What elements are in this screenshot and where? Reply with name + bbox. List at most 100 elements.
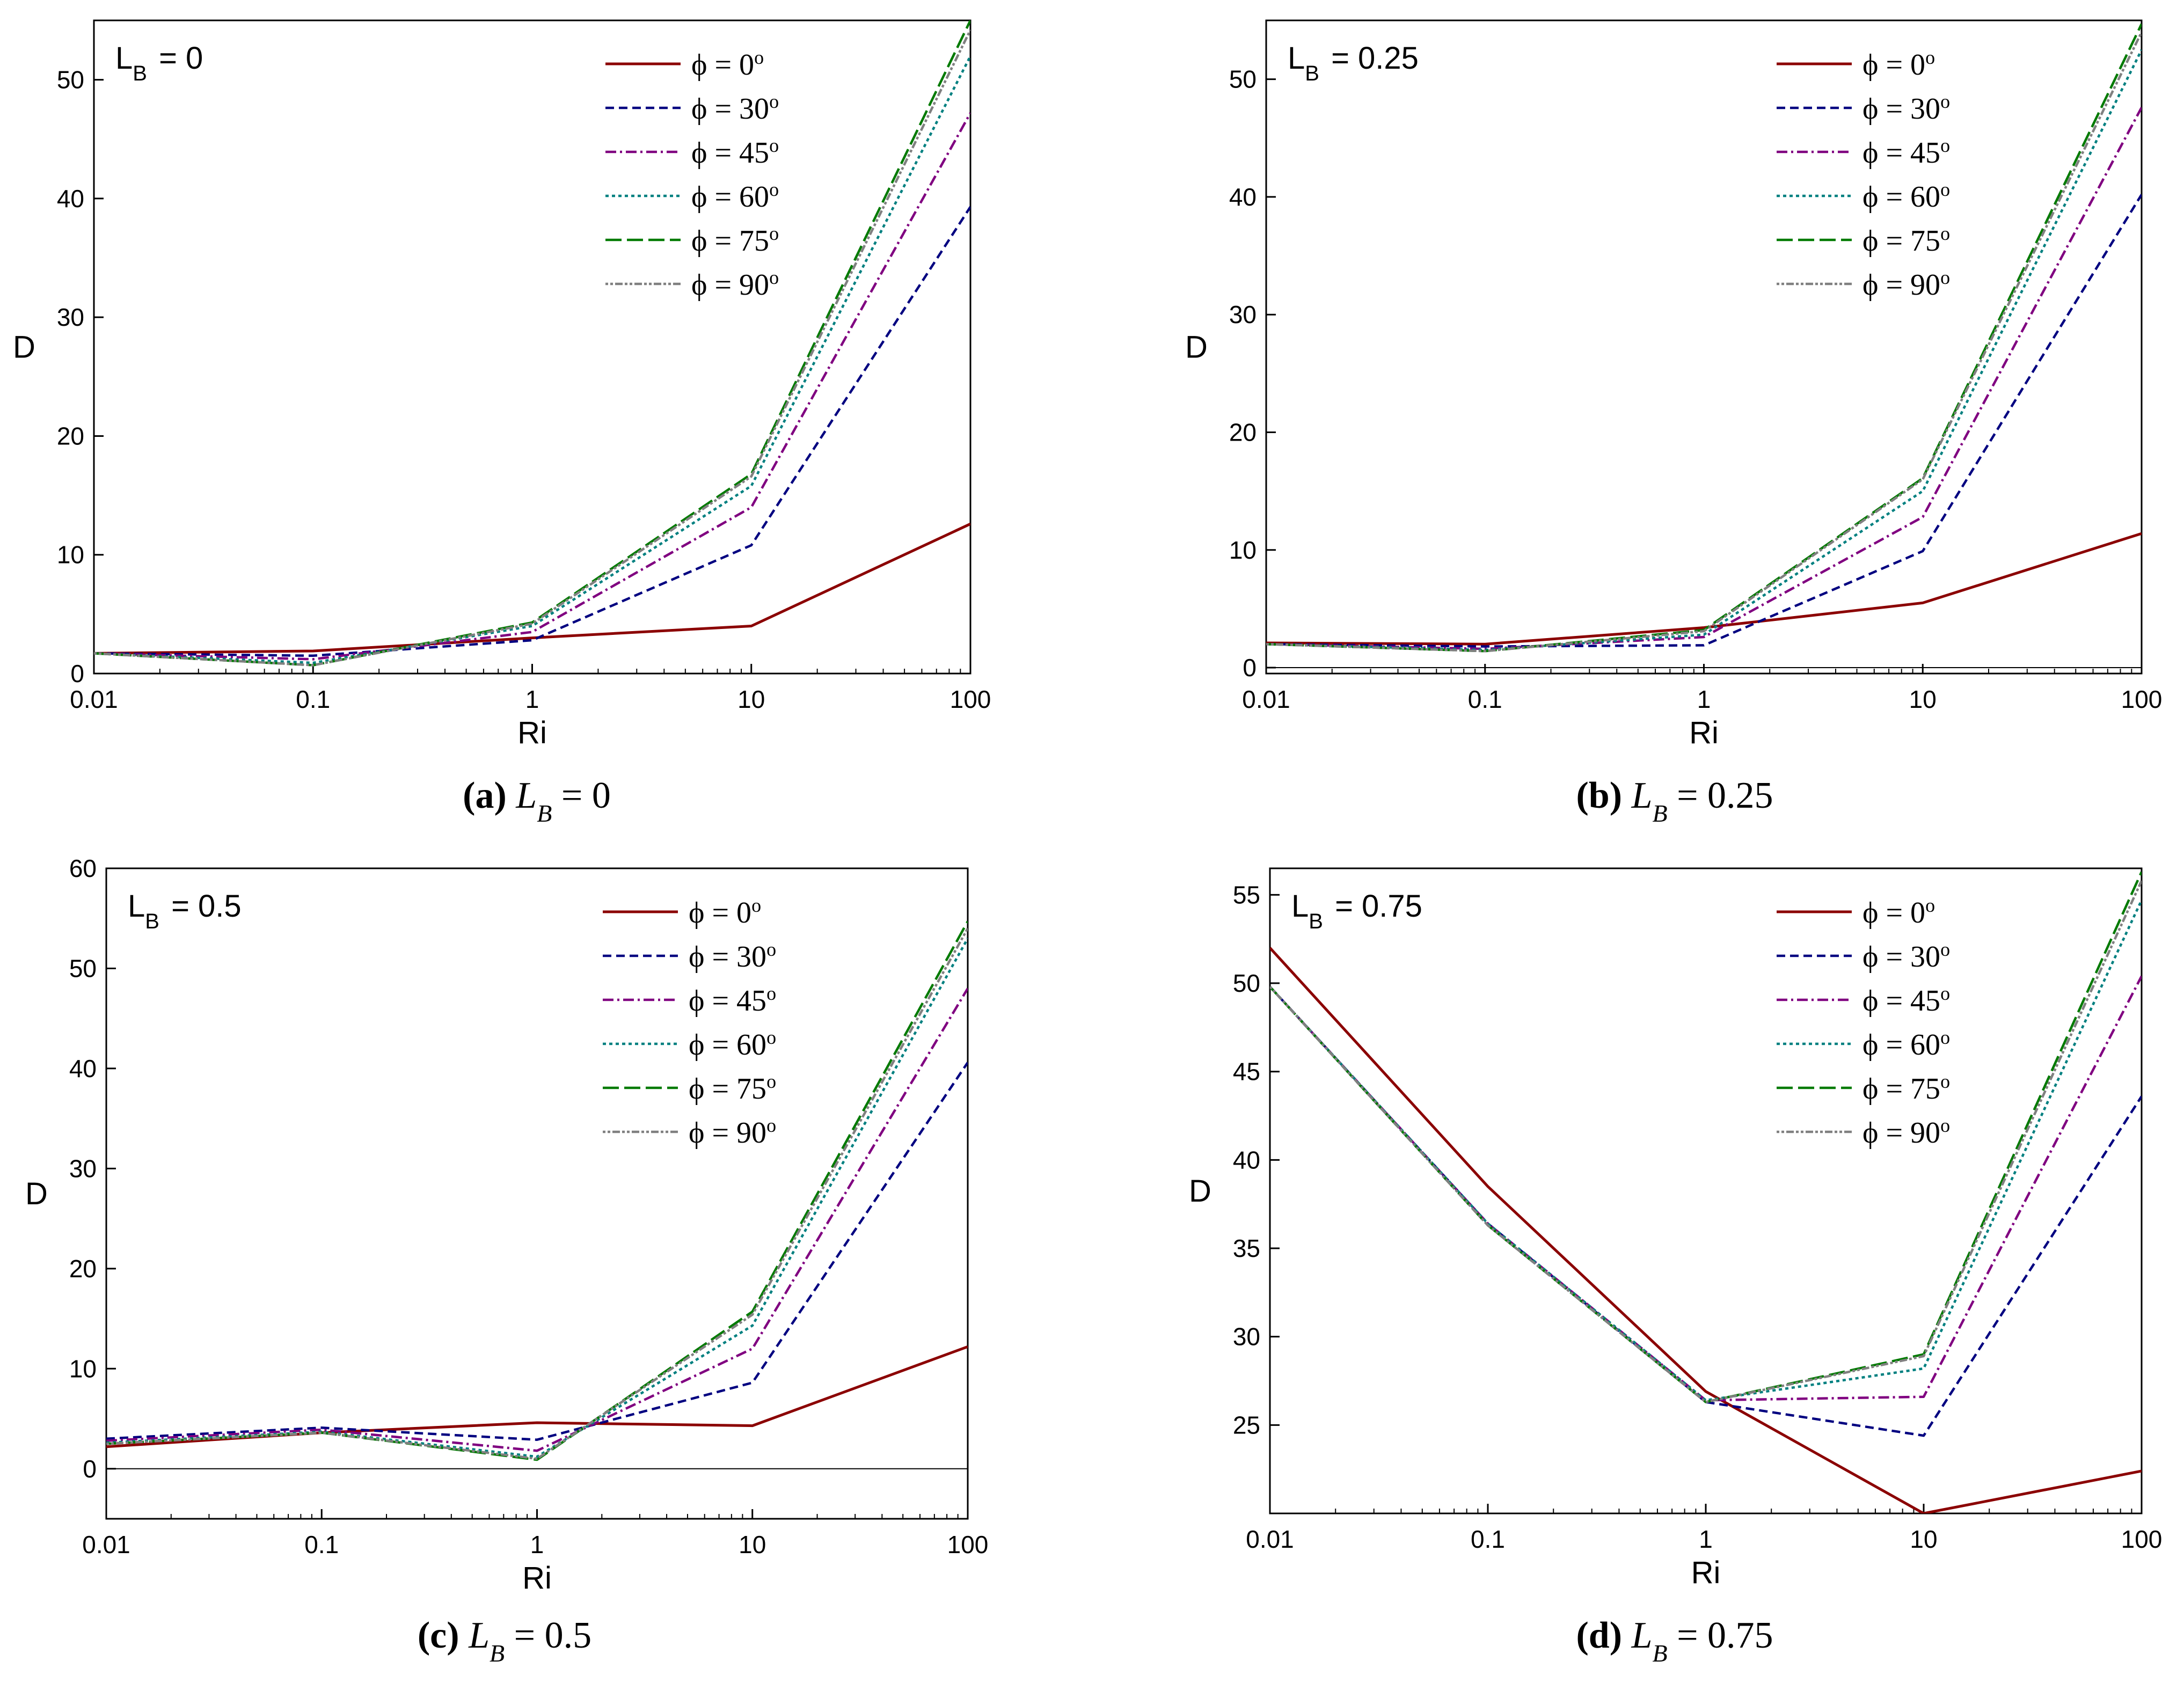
caption-letter: (b) [1576,775,1631,816]
legend-label-text: ϕ = 90 [1862,268,1940,302]
legend-label-6: ϕ = 90o [1862,1115,1950,1150]
y-tick-label: 25 [1233,1411,1260,1439]
x-axis-title: Ri [522,1561,552,1596]
y-tick-label: 30 [69,1154,97,1182]
series-line-1 [94,522,970,655]
legend-label-degree: o [1940,939,1950,960]
y-tick-label: 35 [1233,1234,1260,1262]
legend-label-degree: o [1940,267,1950,288]
legend-label-degree: o [766,939,776,960]
legend-label-text: ϕ = 60 [1862,1028,1940,1062]
panel-tag-var: L [1291,889,1309,924]
y-tick-label: 45 [1233,1058,1260,1086]
panel-caption: (a) LB = 0 [463,775,611,827]
panel-tag: LB = 0.25 [1288,41,1419,85]
legend-label-degree: o [769,91,779,112]
series-group [94,20,970,667]
legend-label-degree: o [1940,1115,1950,1136]
x-tick-label: 100 [2121,1525,2163,1553]
panel-tag-sub: B [133,62,147,85]
x-tick-label: 0.1 [1468,685,1502,713]
y-tick-label: 30 [57,303,84,331]
y-axis-title: D [25,1176,48,1211]
caption-value: = 0.25 [1668,775,1773,816]
panel-tag-sub: B [1309,910,1323,933]
caption-letter: (a) [463,775,516,816]
legend-label-2: ϕ = 30o [691,91,779,126]
series-line-5 [1266,23,2142,653]
legend-label-5: ϕ = 75o [689,1071,776,1106]
panel-tag: LB = 0.5 [128,889,242,933]
legend-label-text: ϕ = 60 [691,180,769,214]
series-line-6 [1270,880,2142,1403]
legend-label-degree: o [766,983,776,1004]
y-tick-label: 30 [1233,1323,1260,1351]
legend-label-degree: o [1940,983,1950,1004]
legend-label-text: ϕ = 30 [1862,92,1940,126]
series-group [1270,871,2142,1513]
x-tick-label: 10 [1910,1525,1937,1553]
series-line-2 [1266,194,2142,648]
x-tick-label: 10 [739,1531,766,1558]
series-group [1266,23,2142,653]
legend-label-text: ϕ = 90 [689,1116,766,1150]
legend-label-text: ϕ = 45 [691,136,769,170]
series-line-1 [1266,532,2142,646]
legend-label-3: ϕ = 45o [689,983,776,1018]
legend-label-degree: o [754,47,764,68]
legend-label-4: ϕ = 60o [1862,179,1950,214]
series-group [106,920,968,1461]
legend-label-text: ϕ = 0 [689,896,751,930]
legend-label-4: ϕ = 60o [691,179,779,214]
plot-frame [1269,867,2143,1514]
legend-label-5: ϕ = 75o [1862,223,1950,258]
legend-label-1: ϕ = 0o [689,895,761,930]
legend-label-2: ϕ = 30o [1862,939,1950,974]
y-tick-label: 20 [69,1255,97,1283]
x-tick-label: 10 [737,685,765,713]
y-tick-label: 50 [57,66,84,94]
y-tick-label: 20 [57,422,84,450]
series-line-3 [1266,107,2142,650]
series-line-3 [106,987,968,1452]
legend-label-text: ϕ = 0 [1862,48,1925,82]
legend-label-degree: o [766,1071,776,1092]
legend-label-degree: o [769,135,779,156]
y-tick-label: 20 [1229,418,1257,446]
y-tick-label: 40 [57,185,84,213]
legend-label-text: ϕ = 75 [1862,1072,1940,1106]
series-line-6 [1266,31,2142,653]
legend-label-text: ϕ = 0 [691,48,754,82]
caption-value: = 0 [552,775,610,816]
legend-label-degree: o [769,223,779,244]
x-tick-label: 1 [530,1531,544,1558]
caption-var: L [515,775,537,816]
x-tick-label: 1 [1697,685,1711,713]
series-line-1 [1270,947,2142,1513]
legend-label-text: ϕ = 0 [1862,896,1925,930]
y-tick-label: 0 [70,660,84,687]
legend-label-5: ϕ = 75o [1862,1071,1950,1106]
y-tick-label: 40 [69,1055,97,1082]
x-tick-label: 0.1 [304,1531,339,1558]
y-tick-label: 10 [1229,536,1257,564]
y-tick-label: 0 [83,1455,97,1483]
x-tick-label: 0.1 [1471,1525,1505,1553]
x-tick-label: 1 [525,685,539,713]
panel-tag-sub: B [1305,62,1319,85]
legend-label-3: ϕ = 45o [691,135,779,170]
legend-label-degree: o [769,267,779,288]
caption-value: = 0.5 [505,1615,591,1656]
legend-label-degree: o [1940,135,1950,156]
legend-label-degree: o [1940,179,1950,200]
legend-label-text: ϕ = 30 [1862,940,1940,974]
x-tick-label: 0.01 [70,685,118,713]
x-tick-label: 100 [947,1531,989,1558]
y-tick-label: 40 [1233,1146,1260,1174]
panel-tag-value: = 0.75 [1326,889,1422,924]
